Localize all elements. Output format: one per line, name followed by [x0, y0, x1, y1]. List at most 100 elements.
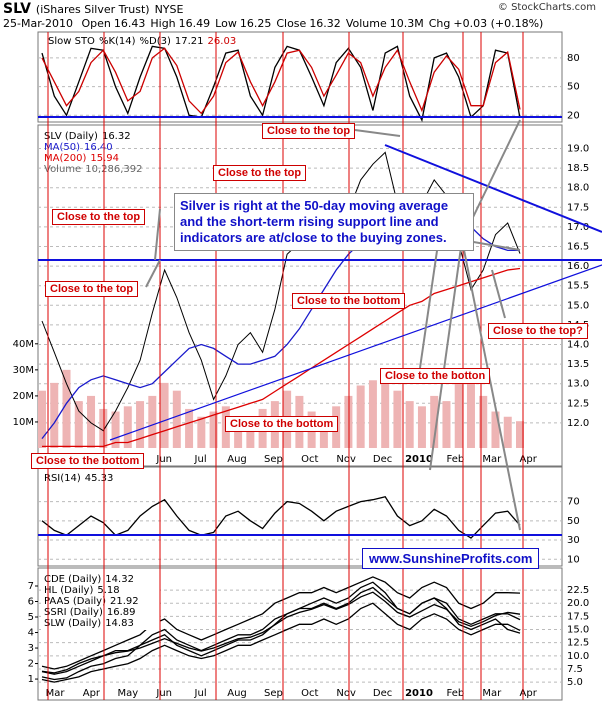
- legend-name: HL (Daily): [44, 585, 93, 596]
- annotation: Close to the bottom: [31, 453, 145, 469]
- legend-value: 10,286,392: [85, 164, 142, 175]
- quote-value: 16.49: [178, 17, 211, 30]
- volume-bar: [172, 390, 181, 448]
- y2-tick-label: 5: [28, 612, 34, 623]
- volume-bar: [136, 401, 145, 448]
- annotation: Close to the top: [52, 209, 146, 225]
- y-tick-label: 5.0: [567, 677, 583, 688]
- legend-bg: [42, 573, 160, 630]
- y-tick-label: 15.0: [567, 300, 589, 311]
- pointer-line: [145, 259, 161, 288]
- y-tick-label: 16.0: [567, 261, 589, 272]
- y2-tick-label: 7: [28, 581, 34, 592]
- volume-tick-label: 30M: [13, 365, 34, 376]
- x-tick-label: 2010: [405, 688, 433, 699]
- x-tick-label: Dec: [373, 454, 392, 465]
- x-tick-label: May: [117, 688, 138, 699]
- series-line: [41, 151, 521, 432]
- y-tick-label: 20.0: [567, 598, 589, 609]
- legend-text: %D(3): [140, 36, 171, 47]
- legend-text: 17.21: [175, 36, 204, 47]
- legend: Slow STO %K(14) %D(3) 17.21 26.03: [48, 36, 236, 47]
- x-tick-label: Jul: [194, 688, 207, 699]
- x-tick-label: Apr: [520, 454, 538, 465]
- legend-name: MA(50): [44, 142, 80, 153]
- legend-value: 21.92: [110, 596, 139, 607]
- legend: PAAS (Daily) 21.92: [44, 596, 139, 607]
- volume-bar: [503, 416, 512, 448]
- volume-bar: [516, 421, 524, 448]
- legend-value: 5.18: [97, 585, 119, 596]
- legend-name: RSI(14): [44, 473, 81, 484]
- annotation: Close to the botton: [380, 368, 491, 384]
- y-tick-label: 50: [567, 82, 580, 93]
- pointer-line: [461, 239, 521, 531]
- volume-bar: [319, 416, 328, 448]
- volume-bar: [368, 380, 377, 448]
- y-tick-label: 17.5: [567, 611, 589, 622]
- annotation: Close to the top?: [488, 323, 588, 339]
- y-tick-label: 19.0: [567, 144, 589, 155]
- volume-bar: [209, 411, 218, 448]
- pointer-line: [491, 269, 506, 319]
- y2-tick-label: 2: [28, 659, 34, 670]
- y-tick-label: 10: [567, 554, 580, 565]
- volume-bar: [74, 401, 83, 448]
- trend-line: [384, 144, 602, 233]
- date: 25-Mar-2010: [3, 17, 73, 30]
- y-tick-label: 20: [567, 110, 580, 121]
- y-tick-label: 14.0: [567, 339, 589, 350]
- volume-bar: [234, 416, 243, 448]
- volume-bar: [417, 406, 426, 448]
- header-line: SLV (iShares Silver Trust) NYSE: [3, 1, 188, 17]
- source: © StockCharts.com: [497, 2, 596, 13]
- x-tick-label: Aug: [227, 688, 247, 699]
- volume-bar: [454, 382, 463, 448]
- legend-value: 16.32: [102, 131, 131, 142]
- y-tick-label: 17.0: [567, 222, 589, 233]
- y-tick-label: 12.5: [567, 398, 589, 409]
- volume-bar: [62, 369, 71, 448]
- legend-name: SSRI (Daily): [44, 607, 103, 618]
- legend-value: 14.83: [105, 618, 134, 629]
- annotation: Close to the bottom: [225, 416, 339, 432]
- quote-value: 16.43: [113, 17, 146, 30]
- x-tick-label: Sep: [264, 454, 283, 465]
- y-tick-label: 7.5: [567, 664, 583, 675]
- y-tick-label: 16.5: [567, 242, 589, 253]
- legend-name: CDE (Daily): [44, 574, 101, 585]
- y-tick-label: 70: [567, 497, 580, 508]
- legend-name: Volume: [44, 164, 81, 175]
- comment-box: Silver is right at the 50-day moving ave…: [174, 193, 474, 251]
- x-tick-label: Apr: [83, 688, 101, 699]
- legend-name: PAAS (Daily): [44, 596, 106, 607]
- legend: SSRI (Daily) 16.89: [44, 607, 136, 618]
- y-tick-label: 17.5: [567, 202, 589, 213]
- quote-value: +0.03 (+0.18%): [453, 17, 544, 30]
- pointer-line: [154, 208, 161, 261]
- annotation: Close to the top: [213, 165, 307, 181]
- y-tick-label: 22.5: [567, 585, 589, 596]
- legend: Volume 10,286,392: [44, 164, 142, 175]
- x-tick-label: Apr: [520, 688, 538, 699]
- quote-label: Open: [81, 17, 111, 30]
- volume-bar: [123, 406, 132, 448]
- x-tick-label: Jun: [155, 688, 172, 699]
- series-line: [41, 496, 521, 539]
- volume-bar: [344, 395, 353, 448]
- series-line: [41, 45, 521, 123]
- volume-bar: [393, 390, 402, 448]
- legend: HL (Daily) 5.18: [44, 585, 120, 596]
- x-tick-label: Oct: [301, 688, 318, 699]
- x-tick-label: Dec: [373, 688, 392, 699]
- quote-label: High: [150, 17, 176, 30]
- x-tick-label: Nov: [336, 454, 356, 465]
- volume-bar: [405, 401, 414, 448]
- y-tick-label: 15.5: [567, 281, 589, 292]
- volume-bar: [356, 385, 365, 448]
- x-tick-label: Aug: [227, 454, 247, 465]
- quote-line: 25-Mar-2010 Open 16.43 High 16.49 Low 16.25 Cl…: [3, 17, 548, 30]
- series-line: [41, 581, 521, 681]
- y2-tick-label: 4: [28, 628, 34, 639]
